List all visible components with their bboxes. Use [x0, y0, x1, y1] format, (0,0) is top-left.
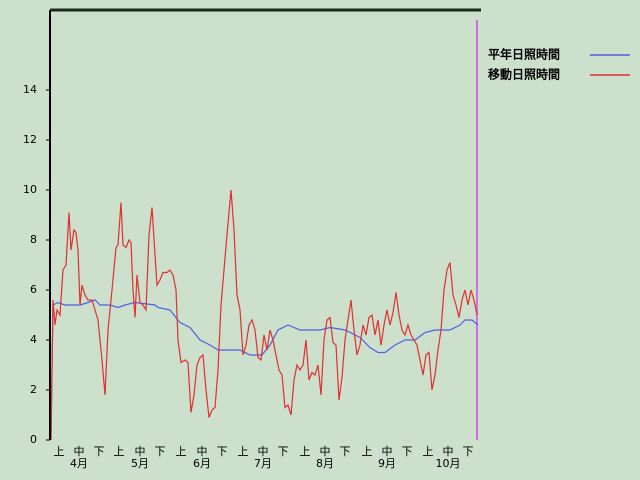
x-tick-label: 上 — [176, 445, 187, 458]
x-group-label: 10月 — [436, 457, 461, 470]
x-group-label: 6月 — [193, 457, 211, 470]
x-tick-label: 上 — [54, 445, 65, 458]
x-tick-label: 中 — [443, 445, 454, 458]
x-tick-label: 下 — [463, 445, 474, 458]
legend-label: 平年日照時間 — [488, 47, 560, 62]
plot-area — [50, 189, 479, 441]
x-tick-label: 上 — [300, 445, 311, 458]
x-group-label: 4月 — [70, 457, 88, 470]
x-tick-label: 下 — [278, 445, 289, 458]
y-tick-label: 10 — [23, 183, 37, 196]
x-tick-label: 下 — [340, 445, 351, 458]
x-group-label: 7月 — [254, 457, 272, 470]
y-tick-label: 2 — [30, 383, 37, 396]
x-tick-label: 上 — [362, 445, 373, 458]
x-tick-label: 中 — [135, 445, 146, 458]
x-group-label: 5月 — [131, 457, 149, 470]
x-tick-label: 中 — [197, 445, 208, 458]
y-tick-label: 12 — [23, 133, 37, 146]
x-group-label: 8月 — [316, 457, 334, 470]
y-tick-label: 0 — [30, 433, 37, 446]
x-tick-label: 上 — [114, 445, 125, 458]
x-tick-label: 下 — [402, 445, 413, 458]
y-tick-label: 8 — [30, 233, 37, 246]
x-group-label: 9月 — [378, 457, 396, 470]
x-tick-label: 中 — [74, 445, 85, 458]
y-tick-label: 6 — [30, 283, 37, 296]
series-line — [50, 189, 478, 441]
x-tick-label: 中 — [382, 445, 393, 458]
x-tick-label: 下 — [217, 445, 228, 458]
y-tick-label: 14 — [23, 83, 37, 96]
x-tick-label: 下 — [94, 445, 105, 458]
legend-label: 移動日照時間 — [488, 67, 560, 82]
x-tick-label: 上 — [423, 445, 434, 458]
x-tick-label: 中 — [258, 445, 269, 458]
y-tick-label: 4 — [30, 333, 37, 346]
x-tick-label: 中 — [320, 445, 331, 458]
x-tick-label: 下 — [155, 445, 166, 458]
x-tick-label: 上 — [238, 445, 249, 458]
series-line — [50, 299, 479, 441]
